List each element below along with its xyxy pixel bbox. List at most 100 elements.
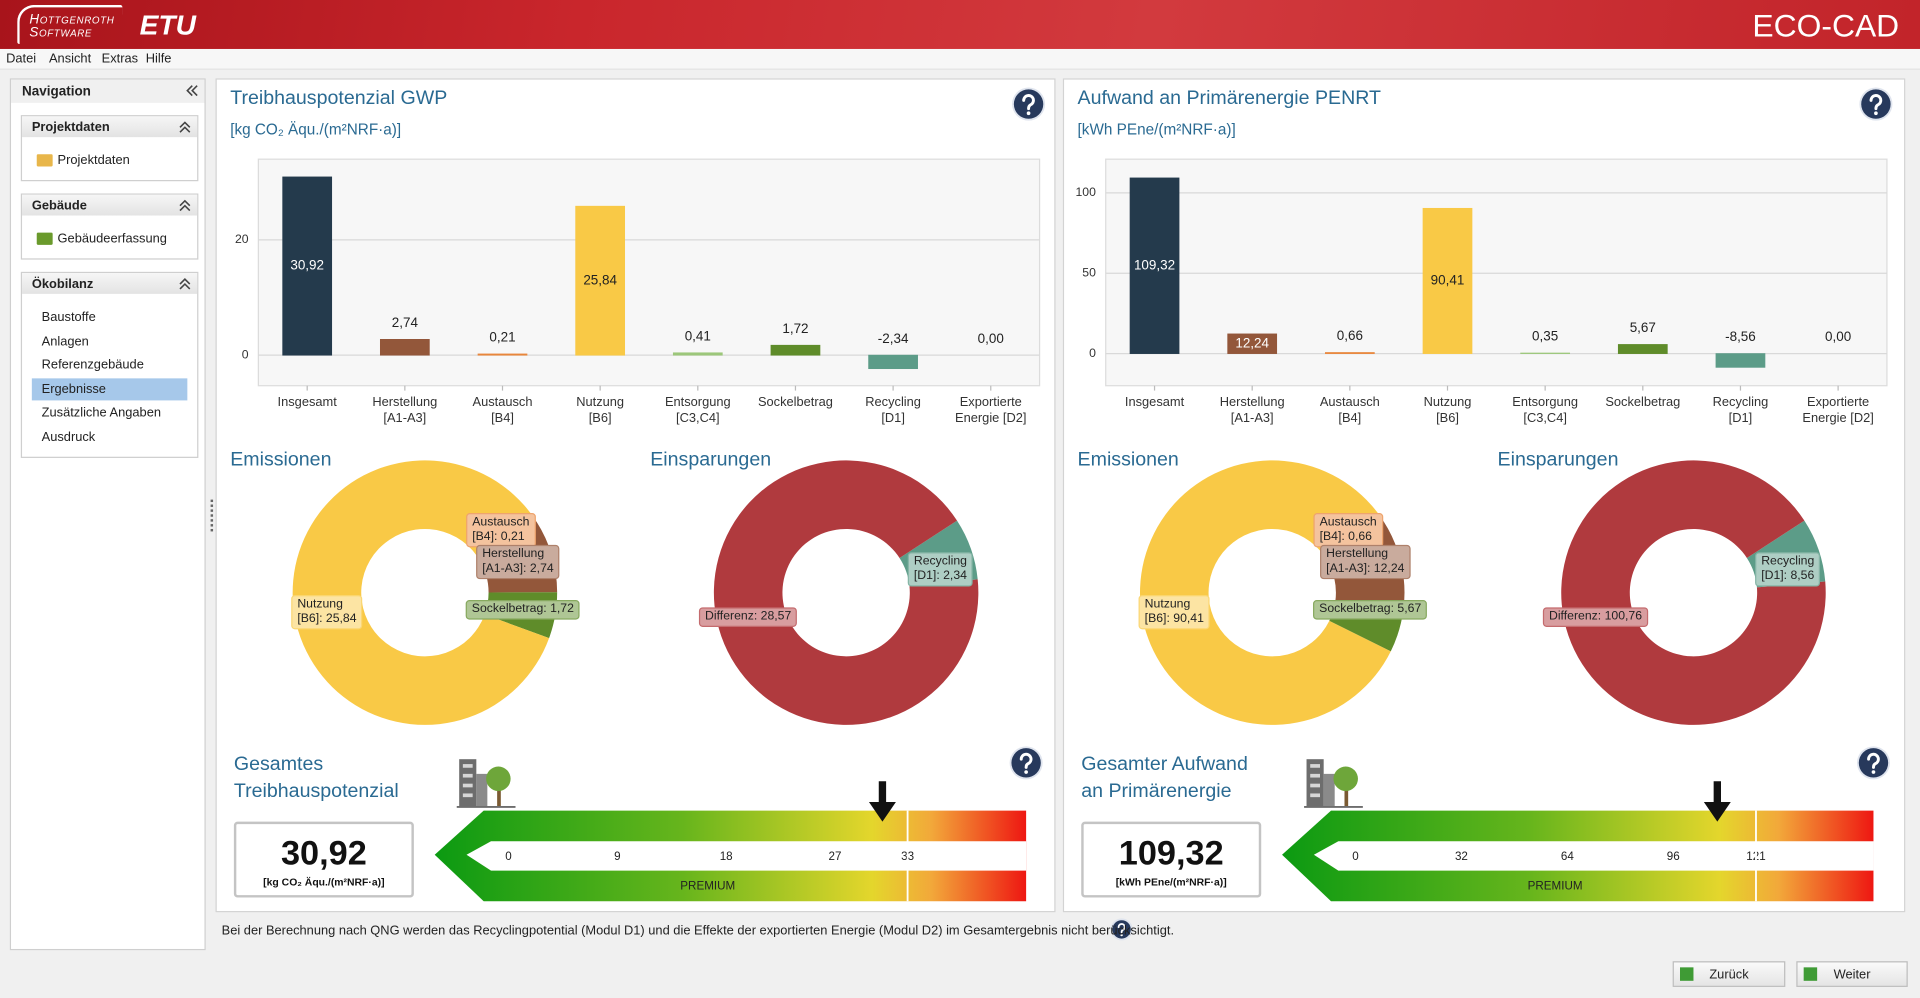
total-value: 30,92: [280, 833, 367, 872]
x-tick-label: Nutzung: [1424, 394, 1472, 409]
nav-item[interactable]: Anlagen: [41, 333, 89, 349]
next-button[interactable]: Weiter: [1796, 961, 1908, 987]
menu-item[interactable]: Hilfe: [145, 51, 172, 67]
bar: [1129, 177, 1180, 354]
value-label: 0,00: [978, 331, 1004, 346]
back-button[interactable]: Zurück: [1672, 961, 1786, 987]
bar: [1715, 353, 1766, 368]
nav-item[interactable]: Ergebnisse: [41, 381, 106, 397]
value-label: -8,56: [1725, 329, 1756, 344]
x-tick-label: [A1-A3]: [1231, 410, 1274, 425]
bar: [1324, 352, 1375, 354]
nav-item[interactable]: Referenzgebäude: [41, 357, 144, 373]
nav-section-title[interactable]: Projektdaten: [31, 120, 110, 135]
donut-title: Emissionen: [230, 449, 332, 471]
menu-item[interactable]: Datei: [6, 51, 37, 67]
nav-section-header: [22, 194, 198, 216]
app-name: ECO-CAD: [1752, 7, 1900, 45]
menu-item[interactable]: Extras: [101, 51, 139, 67]
navigation-header: [11, 79, 205, 103]
donut-label-line: [A1-A3]: 2,74: [482, 562, 554, 576]
building-window: [1310, 764, 1320, 768]
total-box: 30,92 [kg CO₂ Äqu./(m²NRF·a)]: [233, 821, 414, 898]
donut-label-line: Herstellung: [1326, 547, 1389, 561]
bar: [770, 344, 821, 356]
y-tick-label: 20: [235, 232, 249, 246]
title-bar: Hottgenroth Software ETU ECO-CAD: [0, 0, 1920, 49]
navigation-title: Navigation: [22, 84, 91, 100]
value-label: 0,00: [1825, 329, 1851, 344]
nav-section-title[interactable]: Gebäude: [31, 198, 87, 214]
bar: [282, 176, 333, 356]
nav-item[interactable]: Projektdaten: [57, 153, 130, 168]
footnote: Bei der Berechnung nach QNG werden das R…: [221, 923, 1175, 938]
help-glyph: [1869, 94, 1883, 111]
scale-tick-label: 18: [720, 850, 733, 863]
x-tick-label: [C3,C4]: [676, 410, 720, 425]
collapse-icon: [179, 278, 191, 285]
collapse-icon: [179, 199, 191, 207]
x-tick-label: Entsorgung: [1512, 394, 1578, 409]
x-tick-label: Exportierte: [960, 394, 1022, 409]
nav-item[interactable]: Zusätzliche Angaben: [41, 405, 162, 421]
tree-crown: [1333, 766, 1358, 792]
button-label: Weiter: [1833, 967, 1871, 983]
donut-segment: [713, 460, 979, 725]
x-tick-label: Herstellung: [1220, 394, 1285, 409]
donut-label-line: Recycling: [1761, 554, 1815, 569]
bar: [477, 353, 528, 356]
scale-tick-label: 0: [1352, 850, 1359, 863]
donut-label: Differenz: 100,76: [1542, 607, 1649, 627]
value-label: 109,32: [1134, 257, 1175, 272]
brand: ETU: [139, 8, 196, 41]
help-glyph: [1871, 770, 1876, 774]
tree-trunk: [1344, 786, 1349, 807]
x-tick-label: [C3,C4]: [1523, 410, 1567, 425]
collapse-icon: [191, 85, 198, 97]
help-glyph: [1026, 111, 1031, 116]
help-icon: [1013, 89, 1044, 119]
building-window: [462, 773, 473, 778]
collapse-icon: [179, 126, 191, 133]
bar: [672, 352, 723, 356]
help-glyph: [1867, 752, 1880, 769]
nav-selected: [31, 378, 188, 401]
logo-text: Hottgenroth: [29, 12, 115, 27]
x-tick-label: Energie [D2]: [1802, 410, 1873, 425]
donut-title: Einsparungen: [650, 449, 772, 471]
nav-section-title[interactable]: Ökobilanz: [31, 276, 94, 292]
x-tick-label: Austausch: [473, 394, 533, 409]
scale-tick-label: 0: [505, 850, 512, 863]
total-box: 109,32 [kWh PEne/(m²NRF·a)]: [1081, 821, 1262, 898]
x-tick-label: Sockelbetrag: [1605, 394, 1680, 409]
donut-label-line: Herstellung: [482, 547, 545, 561]
donut-label-line: [B6]: 90,41: [1144, 612, 1204, 626]
menu-item[interactable]: Ansicht: [48, 51, 92, 67]
x-tick-label: [A1-A3]: [383, 410, 426, 425]
nav-item[interactable]: Ausdruck: [41, 429, 96, 445]
scale-tick-label: 96: [1667, 850, 1680, 863]
nav-section-header: [22, 273, 198, 294]
x-tick-label: [D1]: [881, 410, 905, 425]
nav-item[interactable]: Gebäudeerfassung: [57, 231, 167, 247]
donut-label-line: [B4]: 0,21: [472, 530, 525, 544]
scale-tick-label: 9: [614, 850, 620, 863]
collapse-icon: [179, 282, 191, 290]
value-arrow: [868, 781, 896, 822]
x-tick-label: Sockelbetrag: [758, 394, 833, 409]
donut-label-line: [B6]: 25,84: [297, 612, 357, 626]
donut-segment: [1561, 460, 1826, 725]
building-window: [462, 783, 473, 788]
bar: [868, 354, 918, 370]
help-icon: [1112, 920, 1131, 939]
x-tick-label: [B6]: [1436, 410, 1459, 425]
total-value: 109,32: [1118, 833, 1224, 872]
donut-label-line: Differenz: 100,76: [1548, 609, 1643, 624]
help-glyph: [1019, 752, 1033, 769]
x-tick-label: Insgesamt: [1125, 394, 1185, 409]
nav-item[interactable]: Baustoffe: [41, 309, 96, 325]
donut-label-line: [A1-A3]: 12,24: [1326, 562, 1405, 576]
donut-label: Austausch [B4]: 0,21: [466, 513, 536, 548]
scale-tick-label: 27: [829, 850, 842, 863]
